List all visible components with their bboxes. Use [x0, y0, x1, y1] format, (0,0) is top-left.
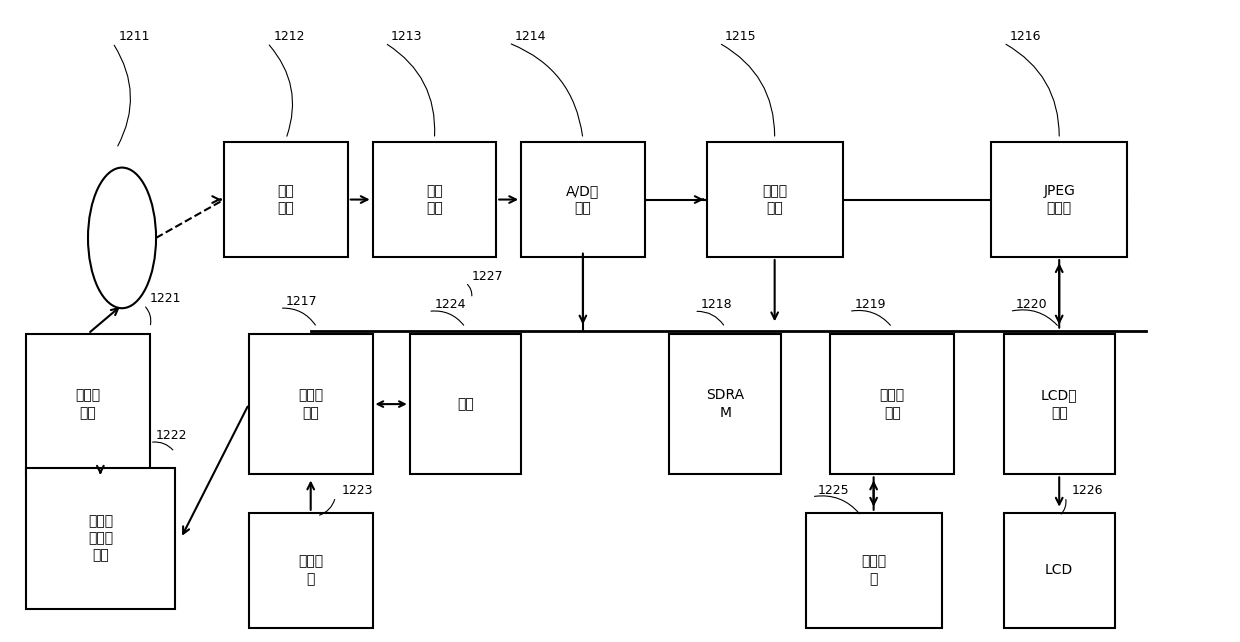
Text: 1213: 1213: [391, 30, 423, 43]
FancyBboxPatch shape: [372, 142, 496, 257]
Text: 1212: 1212: [274, 30, 305, 43]
Text: 1217: 1217: [286, 295, 317, 308]
Text: 1226: 1226: [1071, 484, 1104, 497]
Text: 摄像
电路: 摄像 电路: [427, 184, 443, 215]
Text: 1224: 1224: [434, 299, 466, 311]
Text: 1216: 1216: [1009, 30, 1042, 43]
Text: SDRA
M: SDRA M: [706, 388, 744, 420]
Text: LCD: LCD: [1045, 563, 1074, 577]
FancyBboxPatch shape: [249, 513, 372, 628]
Text: 1218: 1218: [701, 299, 732, 311]
FancyBboxPatch shape: [991, 142, 1127, 257]
Text: 图像处
理器: 图像处 理器: [763, 184, 787, 215]
Text: 记录介
质: 记录介 质: [861, 555, 887, 586]
FancyBboxPatch shape: [670, 334, 781, 474]
Text: 1220: 1220: [1016, 299, 1048, 311]
Text: 1222: 1222: [156, 429, 187, 442]
Text: 1227: 1227: [471, 270, 503, 282]
Text: LCD驱
动器: LCD驱 动器: [1040, 388, 1078, 420]
Text: 微型计
算机: 微型计 算机: [298, 388, 324, 420]
FancyBboxPatch shape: [831, 334, 954, 474]
FancyBboxPatch shape: [806, 513, 941, 628]
FancyBboxPatch shape: [409, 334, 521, 474]
Text: 摄像
元件: 摄像 元件: [278, 184, 294, 215]
Text: 操作单
元: 操作单 元: [298, 555, 324, 586]
FancyBboxPatch shape: [1003, 334, 1115, 474]
Text: 1215: 1215: [725, 30, 756, 43]
FancyBboxPatch shape: [1003, 513, 1115, 628]
FancyBboxPatch shape: [521, 142, 645, 257]
Text: 1211: 1211: [119, 30, 150, 43]
Text: A/D转
换器: A/D转 换器: [567, 184, 599, 215]
FancyBboxPatch shape: [26, 468, 175, 609]
FancyBboxPatch shape: [249, 334, 372, 474]
Text: 1214: 1214: [515, 30, 547, 43]
Text: 存储器
接口: 存储器 接口: [879, 388, 905, 420]
Text: 闪存: 闪存: [458, 397, 474, 411]
Text: 1221: 1221: [150, 292, 181, 305]
Text: 1223: 1223: [342, 484, 373, 497]
Text: 镜头驱
动控制
电路: 镜头驱 动控制 电路: [88, 514, 113, 562]
FancyBboxPatch shape: [707, 142, 843, 257]
Ellipse shape: [88, 168, 156, 308]
Text: JPEG
处理器: JPEG 处理器: [1043, 184, 1075, 215]
Text: 1225: 1225: [818, 484, 849, 497]
Text: 镜头驱
动器: 镜头驱 动器: [76, 388, 100, 420]
FancyBboxPatch shape: [26, 334, 150, 474]
FancyBboxPatch shape: [224, 142, 347, 257]
Text: 1219: 1219: [856, 299, 887, 311]
